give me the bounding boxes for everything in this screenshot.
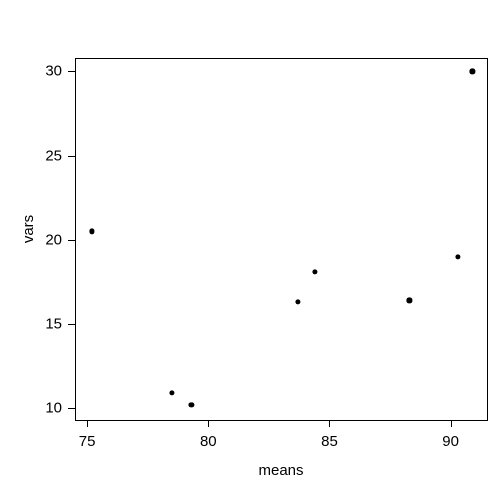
y-tick-label: 20 [38,231,62,248]
y-tick-label: 25 [38,147,62,164]
y-tick [68,156,75,157]
y-tick [68,71,75,72]
x-tick-label: 85 [321,433,338,450]
y-tick-label: 15 [38,316,62,333]
x-axis-label: means [75,462,487,479]
x-tick [329,420,330,427]
x-tick [451,420,452,427]
y-tick-label: 10 [38,400,62,417]
x-tick [208,420,209,427]
plot-box-top [75,58,488,59]
plot-box-right [487,58,488,421]
x-tick-label: 90 [442,433,459,450]
x-axis-line [87,420,451,421]
y-tick [68,408,75,409]
y-tick [68,240,75,241]
y-tick-label: 30 [38,63,62,80]
x-tick-label: 80 [200,433,217,450]
y-axis-line [75,71,76,408]
plot-area [75,58,487,420]
x-tick-label: 75 [79,433,96,450]
chart-container: 75 80 85 90 10 15 20 25 30 means vars [0,0,504,504]
y-axis-label: vars [20,199,37,259]
y-tick [68,324,75,325]
x-tick [87,420,88,427]
